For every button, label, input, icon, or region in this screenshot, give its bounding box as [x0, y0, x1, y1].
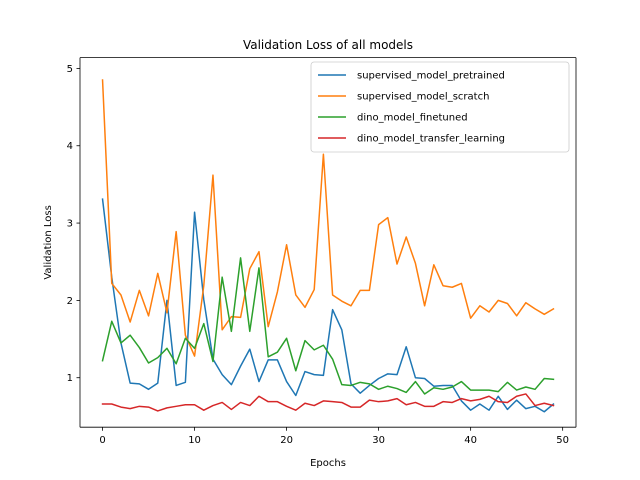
x-tick-label: 50 [556, 435, 569, 446]
legend: supervised_model_pretrained supervised_mo… [310, 61, 570, 153]
series-line-dino-model-finetuned [101, 257, 555, 395]
y-tick-label: 1 [67, 373, 73, 384]
x-tick-label: 40 [464, 435, 477, 446]
x-axis-ticks: 0 10 20 30 40 50 [99, 427, 569, 446]
x-tick-label: 30 [372, 435, 385, 446]
y-axis-label: Validation Loss [43, 205, 54, 280]
series-line-supervised-model-pretrained [101, 198, 555, 413]
x-tick-label: 20 [280, 435, 293, 446]
axes-layer [79, 57, 577, 428]
y-tick-label: 3 [67, 219, 73, 230]
series-line-supervised-model-scratch [101, 79, 555, 357]
y-axis-ticks: 1 2 3 4 5 [67, 64, 80, 384]
y-tick-label: 5 [67, 64, 73, 75]
legend-frame [310, 61, 570, 153]
legend-label-supervised-model-scratch: supervised_model_scratch [357, 92, 489, 103]
x-axis-label: Epochs [310, 458, 346, 469]
x-tick-label: 0 [99, 435, 105, 446]
legend-label-supervised-model-pretrained: supervised_model_pretrained [357, 71, 505, 82]
x-tick-label: 10 [188, 435, 201, 446]
series-line-dino-model-transfer-learning [101, 393, 555, 412]
legend-label-dino-model-transfer-learning: dino_model_transfer_learning [357, 134, 505, 145]
chart-title: Validation Loss of all models [243, 38, 413, 52]
y-tick-label: 4 [67, 141, 73, 152]
legend-label-dino-model-finetuned: dino_model_finetuned [357, 113, 468, 124]
y-tick-label: 2 [67, 296, 73, 307]
series-layer [101, 79, 555, 413]
